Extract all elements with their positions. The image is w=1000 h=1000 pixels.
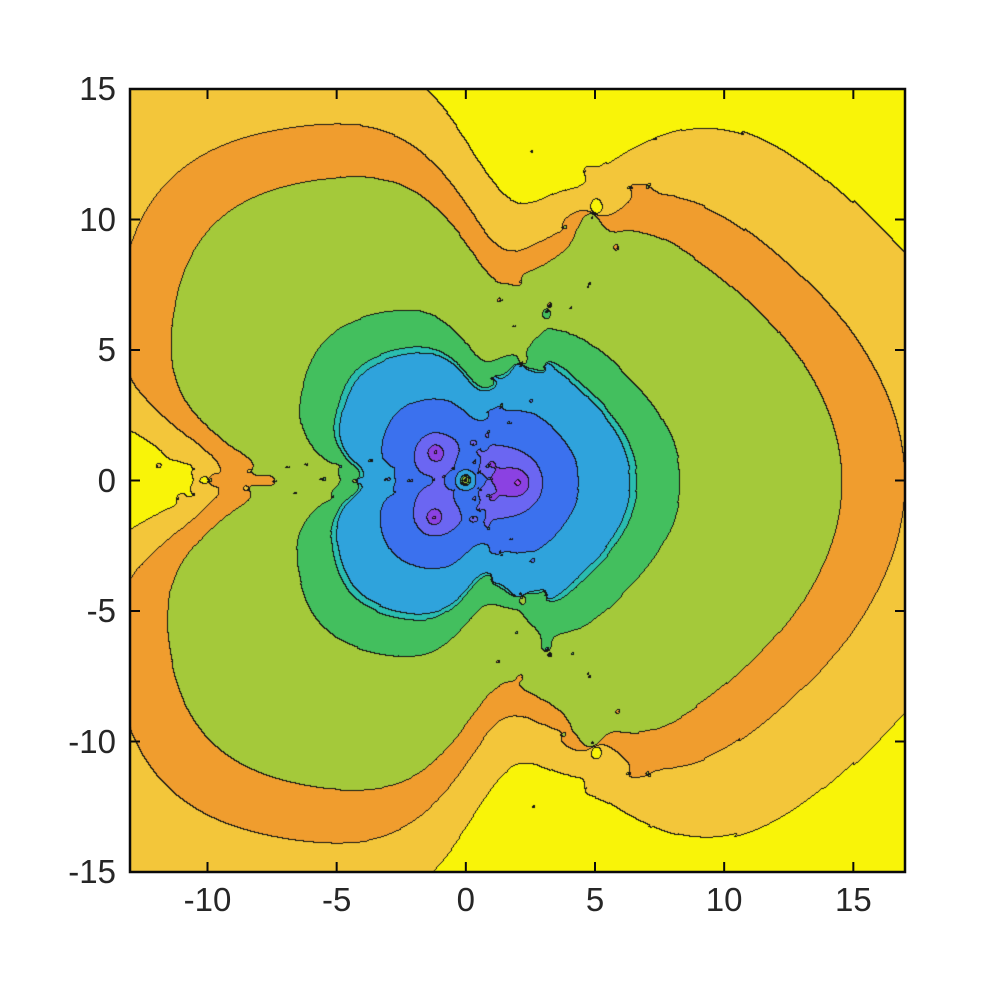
x-tick-label: 0: [456, 881, 475, 918]
x-tick-label: 5: [585, 881, 605, 918]
x-tick-label: 10: [705, 881, 743, 918]
y-tick-label: 10: [79, 200, 116, 238]
x-tick-label: 15: [834, 881, 872, 918]
x-tick-label: -5: [321, 881, 352, 918]
y-tick-label: 15: [79, 70, 116, 107]
y-tick-label: -15: [68, 853, 116, 890]
y-tick-label: -10: [68, 722, 116, 760]
y-tick-label: 5: [97, 331, 116, 368]
x-tick-label: -10: [183, 881, 232, 918]
y-tick-label: -5: [86, 592, 116, 629]
contour-plot-canvas: [130, 89, 905, 872]
y-tick-label: 0: [97, 461, 116, 499]
